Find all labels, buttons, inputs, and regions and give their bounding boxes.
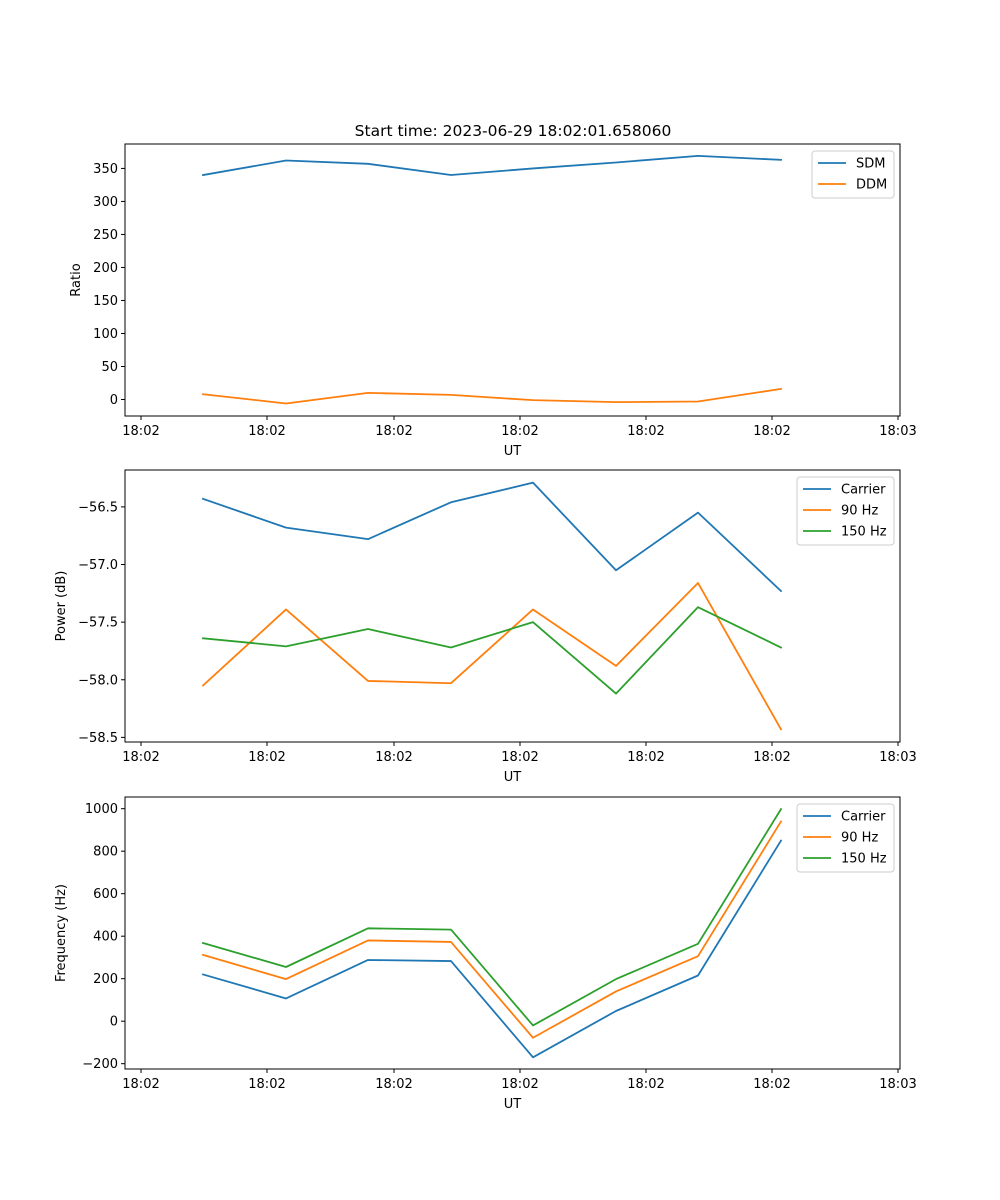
y-tick-label: 350 — [93, 162, 118, 177]
axes-frame — [124, 469, 901, 743]
x-tick-label: 18:02 — [753, 750, 790, 765]
series-line-150-hz — [202, 606, 783, 695]
series-line-90-hz — [201, 582, 783, 731]
x-tick-label: 18:02 — [627, 424, 664, 439]
x-tick-label: 18:02 — [248, 750, 285, 765]
legend-label: Carrier — [841, 483, 886, 498]
legend: Carrier 90 Hz 150 Hz — [796, 803, 895, 873]
series-line-90-hz — [201, 820, 783, 1039]
x-tick-label: 18:02 — [375, 1077, 412, 1092]
x-axis-label: UT — [504, 1097, 522, 1112]
legend-label: 150 Hz — [841, 525, 887, 540]
legend-label: 90 Hz — [841, 504, 878, 519]
y-axis-label: Ratio — [69, 263, 84, 296]
axes-frame — [124, 143, 901, 417]
legend: Carrier 90 Hz 150 Hz — [796, 476, 895, 546]
y-tick-label: 400 — [93, 930, 118, 945]
x-tick-label: 18:02 — [122, 1077, 159, 1092]
legend-frame — [796, 803, 895, 873]
x-tick-label: 18:02 — [248, 424, 285, 439]
x-tick-label: 18:02 — [122, 424, 159, 439]
legend-label: Carrier — [841, 810, 886, 825]
x-tick-label: 18:02 — [753, 1077, 790, 1092]
x-tick-label: 18:02 — [627, 750, 664, 765]
y-tick-label: −57.0 — [78, 558, 118, 573]
y-axis-label: Frequency (Hz) — [54, 884, 69, 982]
series-line-ddm — [202, 387, 783, 405]
axes-frame — [124, 796, 901, 1070]
y-tick-label: 0 — [110, 393, 118, 408]
series-line-carrier — [201, 481, 783, 593]
x-tick-label: 18:03 — [879, 750, 916, 765]
series-line-sdm — [201, 154, 782, 177]
x-tick-label: 18:02 — [753, 424, 790, 439]
ratio-panel: 18:02 18:02 18:02 18:02 18:02 18:02 18:03 0 50 10… — [69, 143, 917, 459]
x-tick-label: 18:02 — [501, 750, 538, 765]
frequency-panel: 18:02 18:02 18:02 18:02 18:02 18:02 18:03 −200 0… — [54, 796, 917, 1112]
y-tick-label: 1000 — [85, 802, 118, 817]
y-tick-label: −57.5 — [78, 616, 118, 631]
x-tick-label: 18:03 — [879, 424, 916, 439]
y-tick-label: 50 — [101, 360, 118, 375]
x-tick-label: 18:02 — [627, 1077, 664, 1092]
series-line-150-hz — [201, 807, 783, 1027]
x-tick-label: 18:02 — [501, 424, 538, 439]
y-tick-label: 300 — [93, 195, 118, 210]
chart-title: Start time: 2023-06-29 18:02:01.658060 — [355, 122, 672, 140]
legend-label: 150 Hz — [841, 852, 887, 867]
x-tick-label: 18:02 — [375, 750, 412, 765]
y-tick-label: 800 — [93, 845, 118, 860]
y-tick-label: 150 — [93, 294, 118, 309]
y-tick-label: 200 — [93, 261, 118, 276]
y-axis-label: Power (dB) — [54, 571, 69, 642]
power-panel: 18:02 18:02 18:02 18:02 18:02 18:02 18:03 −58.5… — [54, 469, 917, 785]
y-tick-label: −58.0 — [78, 673, 118, 688]
y-tick-label: 100 — [93, 327, 118, 342]
legend-label: DDM — [856, 178, 887, 193]
legend-label: 90 Hz — [841, 831, 878, 846]
x-tick-label: 18:02 — [501, 1077, 538, 1092]
y-tick-label: 250 — [93, 228, 118, 243]
x-tick-label: 18:03 — [879, 1077, 916, 1092]
y-tick-label: 200 — [93, 972, 118, 987]
x-tick-label: 18:02 — [375, 424, 412, 439]
x-axis-label: UT — [504, 444, 522, 459]
legend-frame — [796, 476, 895, 546]
y-tick-label: 600 — [93, 887, 118, 902]
y-tick-label: −58.5 — [78, 731, 118, 746]
legend-label: SDM — [856, 157, 885, 172]
series-line-carrier — [201, 839, 783, 1059]
x-axis-label: UT — [504, 770, 522, 785]
y-tick-label: −56.5 — [78, 500, 118, 515]
x-tick-label: 18:02 — [248, 1077, 285, 1092]
y-tick-label: −200 — [82, 1057, 118, 1072]
y-tick-label: 0 — [110, 1015, 118, 1030]
x-tick-label: 18:02 — [122, 750, 159, 765]
legend: SDM DDM — [811, 150, 895, 199]
